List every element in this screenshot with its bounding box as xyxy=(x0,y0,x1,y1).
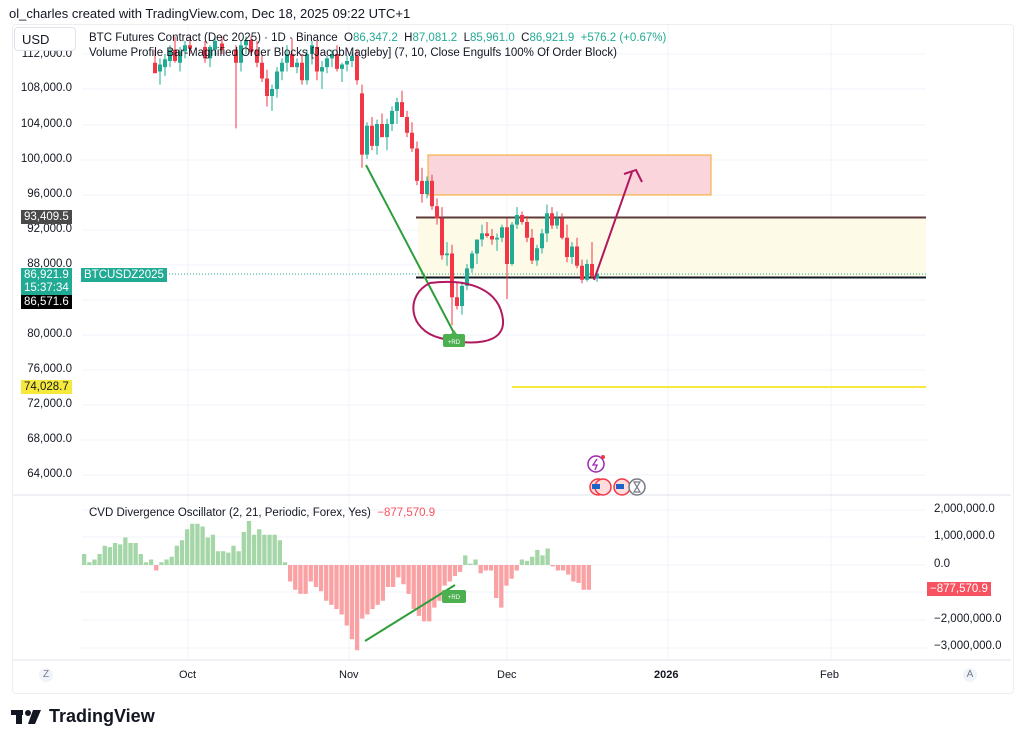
symbol-tag: BTCUSDZ2025 xyxy=(81,268,167,282)
brand-name: TradingView xyxy=(49,706,155,726)
oscillator-tick: 2,000,000.0 xyxy=(934,503,995,515)
svg-text:+RD: +RD xyxy=(448,340,461,346)
price-divergence-line[interactable] xyxy=(365,164,455,334)
oscillator-divergence-line[interactable] xyxy=(364,584,456,642)
low-value: 85,961.0 xyxy=(470,32,515,44)
time-tick: Oct xyxy=(179,669,197,681)
price-tick: 68,000.0 xyxy=(27,433,72,445)
price-divergence-label[interactable]: +RD xyxy=(443,330,465,347)
projection-arrow-head xyxy=(623,168,643,183)
candlestick-series xyxy=(153,36,599,326)
events-icons[interactable] xyxy=(587,455,646,496)
tradingview-logo[interactable]: TradingView xyxy=(11,706,155,727)
oscillator-divergence-label[interactable]: +RD xyxy=(442,590,466,603)
tradingview-logo-icon xyxy=(11,709,41,724)
cvd-oscillator-series xyxy=(82,521,591,651)
oscillator-value-tag: −877,570.9 xyxy=(927,582,991,596)
price-tick: 108,000.0 xyxy=(20,82,72,94)
hand-drawn-circle[interactable] xyxy=(412,280,505,344)
close-value: 86,921.9 xyxy=(529,32,575,44)
time-tick: Nov xyxy=(339,669,359,681)
oscillator-tick: −2,000,000.0 xyxy=(934,613,1002,625)
time-tick: Feb xyxy=(820,669,839,681)
price-tick: 64,000.0 xyxy=(27,468,72,480)
currency-button[interactable]: USD xyxy=(14,27,76,51)
symbol-title: BTC Futures Contract (Dec 2025) · 1D · B… xyxy=(89,32,338,44)
price-tick: 96,000.0 xyxy=(27,188,72,200)
price-tick: 72,000.0 xyxy=(27,398,72,410)
change-value: +576.2 (+0.67%) xyxy=(580,32,667,44)
yellow-level-tag: 74,028.7 xyxy=(21,380,72,394)
projection-arrow[interactable] xyxy=(593,171,633,281)
chart-frame xyxy=(12,24,1014,694)
oscillator-tick: 0.0 xyxy=(934,558,950,570)
price-tick: 76,000.0 xyxy=(27,363,72,375)
time-tick: 2026 xyxy=(654,669,679,681)
order-block-zone[interactable] xyxy=(427,154,712,196)
high-value: 87,081.2 xyxy=(412,32,458,44)
oscillator-value: −877,570.9 xyxy=(377,507,436,519)
chart-legend: BTC Futures Contract (Dec 2025) · 1D · B… xyxy=(89,31,666,61)
chart-credit: ol_charles created with TradingView.com,… xyxy=(9,6,411,21)
price-tick: 88,000.0 xyxy=(27,258,72,270)
oscillator-legend[interactable]: CVD Divergence Oscillator (2, 21, Period… xyxy=(89,507,435,519)
oscillator-tick: 1,000,000.0 xyxy=(934,530,995,542)
range-zone xyxy=(418,217,926,277)
countdown-tag: 15:37:34 xyxy=(21,281,72,295)
open-value: 86,347.2 xyxy=(352,32,398,44)
indicator-legend[interactable]: Volume Profile Bar-Magnified Order Block… xyxy=(89,47,617,59)
support-price-tag: 86,571.6 xyxy=(21,295,72,309)
last-price-tag: 86,921.9 xyxy=(21,268,72,282)
zoom-button[interactable]: Z xyxy=(39,668,53,682)
auto-scale-button[interactable]: A xyxy=(963,668,977,682)
svg-text:+RD: +RD xyxy=(448,595,461,601)
price-tick: 112,000.0 xyxy=(21,48,72,60)
time-tick: Dec xyxy=(497,669,517,681)
symbol-legend[interactable]: BTC Futures Contract (Dec 2025) · 1D · B… xyxy=(89,32,667,44)
price-tick: 104,000.0 xyxy=(20,118,72,130)
price-tick: 92,000.0 xyxy=(27,223,72,235)
price-tick: 80,000.0 xyxy=(27,328,72,340)
oscillator-title: CVD Divergence Oscillator (2, 21, Period… xyxy=(89,507,371,519)
resistance-price-tag: 93,409.5 xyxy=(21,210,72,224)
lightning-event-icon xyxy=(587,455,605,473)
price-tick: 100,000.0 xyxy=(20,153,72,165)
oscillator-tick: −3,000,000.0 xyxy=(934,640,1002,652)
